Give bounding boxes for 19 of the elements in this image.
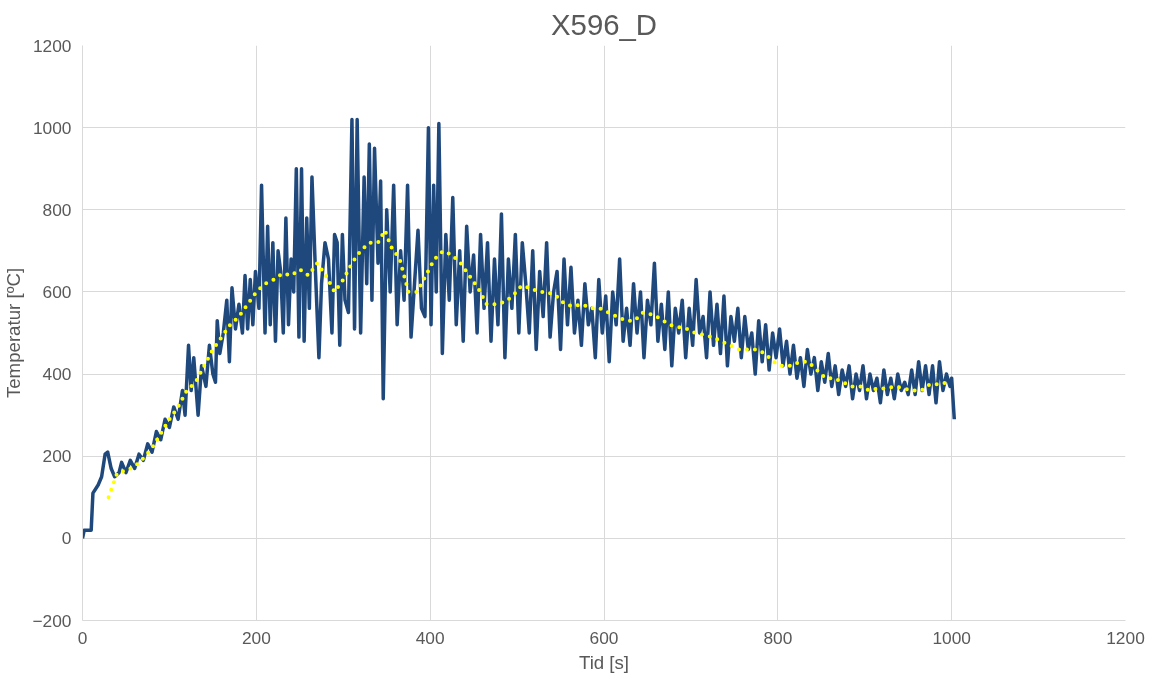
y-tick-label: 400	[42, 364, 72, 385]
line-series	[82, 117, 957, 541]
x-tick-label: 400	[415, 627, 445, 648]
x-tick-label: 800	[763, 627, 793, 648]
x-tick-label: 600	[589, 627, 619, 648]
x-tick-label: 1000	[932, 627, 971, 648]
x-tick-label: 0	[77, 627, 88, 648]
y-tick-label: 600	[42, 281, 72, 302]
chart-title: X596_D	[551, 7, 658, 41]
y-tick-label: 1000	[32, 117, 72, 138]
x-tick-label: 200	[241, 627, 271, 648]
x-axis-title: Tid [s]	[578, 651, 630, 673]
y-tick-label: 200	[42, 446, 72, 467]
y-tick-label: 800	[42, 199, 72, 220]
y-tick-label: 0	[61, 528, 72, 549]
y-axis-title: Temperatur [ºC]	[3, 267, 25, 399]
x-tick-label: 1200	[1106, 627, 1145, 648]
y-tick-label: 1200	[32, 35, 72, 56]
y-tick-label: −200	[32, 610, 72, 631]
